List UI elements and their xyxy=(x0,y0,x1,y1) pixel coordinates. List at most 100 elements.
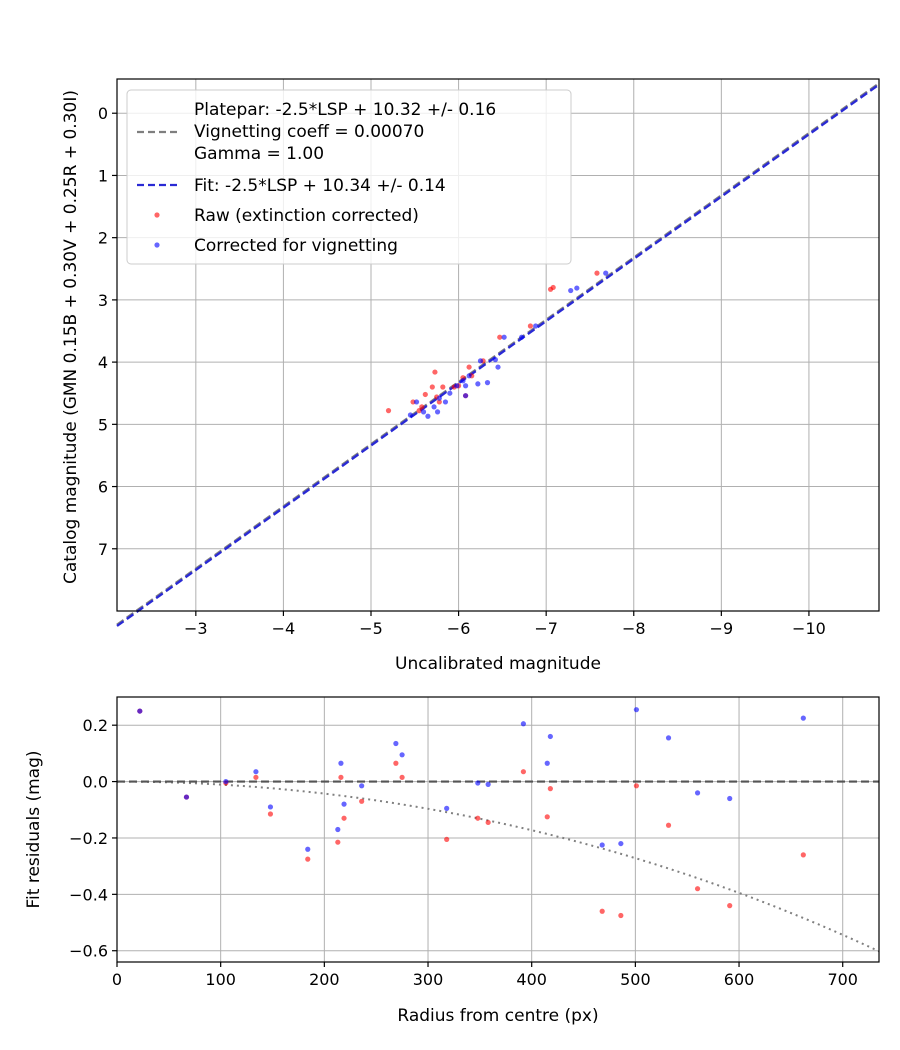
top-raw-point xyxy=(429,384,435,390)
bottom-raw-point xyxy=(393,760,399,766)
bottom-corrected-point xyxy=(544,760,550,766)
top-corrected-point xyxy=(462,383,469,389)
legend-gamma-text: Gamma = 1.00 xyxy=(194,144,324,164)
bottom-raw-point xyxy=(544,814,550,820)
bottom-corrected-point xyxy=(618,840,624,847)
residuals-plot: 0 100 200 300 400 500 600 700 0.2 0.0 −0.2 −0.4 −0.6… xyxy=(24,696,880,1026)
bottom-x-tick-label: 500 xyxy=(620,970,651,989)
top-corrected-point xyxy=(413,399,420,405)
bottom-vignetting-curve xyxy=(116,780,880,953)
top-corrected-point xyxy=(484,380,491,386)
top-x-tick-label: −6 xyxy=(447,619,471,638)
bottom-raw-point xyxy=(485,819,491,826)
top-corrected-point xyxy=(477,358,484,364)
bottom-corrected-point xyxy=(359,783,365,789)
bottom-raw-point xyxy=(305,856,311,862)
top-corrected-point xyxy=(434,409,441,415)
top-y-tick-label: 3 xyxy=(98,291,108,310)
bottom-corrected-point xyxy=(694,790,701,796)
bottom-raw-point xyxy=(444,836,450,842)
top-corrected-point xyxy=(466,373,472,379)
bottom-raw-point xyxy=(399,774,405,780)
top-corrected-point xyxy=(492,357,498,363)
top-y-tick-label: 2 xyxy=(98,229,108,248)
top-corrected-point xyxy=(603,270,609,276)
top-corrected-point xyxy=(442,399,449,405)
bottom-raw-point xyxy=(475,815,481,821)
bottom-raw-point xyxy=(520,769,527,775)
top-corrected-point xyxy=(568,287,574,294)
top-y-tick-label: 4 xyxy=(98,353,108,372)
top-corrected-point xyxy=(460,378,466,384)
top-axes-frame xyxy=(116,78,880,612)
top-x-tick-label: −5 xyxy=(359,619,383,638)
bottom-raw-point xyxy=(267,811,274,817)
bottom-raw-point xyxy=(335,839,341,845)
top-raw-point xyxy=(436,399,442,405)
top-raw-point xyxy=(594,270,600,276)
top-corrected-point xyxy=(425,413,431,419)
bottom-raw-point xyxy=(800,852,806,858)
bottom-raw-point xyxy=(618,912,624,919)
bottom-corrected-point xyxy=(253,769,259,775)
bottom-corrected-point xyxy=(399,752,405,758)
bottom-x-tick-label: 700 xyxy=(827,970,858,989)
bottom-y-tick-label: −0.4 xyxy=(69,885,108,904)
top-x-tick-label: −10 xyxy=(792,619,826,638)
bottom-raw-point xyxy=(547,786,553,792)
bottom-corrected-point xyxy=(485,781,491,787)
bottom-corrected-point xyxy=(475,780,481,786)
bottom-corrected-point xyxy=(137,708,143,714)
top-corrected-point xyxy=(533,323,539,329)
bottom-raw-point xyxy=(727,903,733,909)
bottom-y-tick-label: −0.6 xyxy=(69,942,108,961)
top-corrected-point xyxy=(462,393,469,399)
top-corrected-point xyxy=(574,285,580,291)
top-y-tick-label: 5 xyxy=(98,415,108,434)
bottom-x-tick-label: 400 xyxy=(516,970,547,989)
top-raw-point xyxy=(440,384,446,390)
bottom-corrected-point xyxy=(727,795,733,802)
bottom-y-tick-label: 0.0 xyxy=(83,773,108,792)
top-corrected-point xyxy=(431,404,437,410)
top-y-tick-label: 1 xyxy=(98,166,108,185)
bottom-corrected-point xyxy=(335,826,341,833)
top-corrected-point xyxy=(407,412,414,418)
bottom-grid xyxy=(116,697,879,962)
bottom-corrected-point xyxy=(223,778,229,785)
legend-vignetting-text: Vignetting coeff = 0.00070 xyxy=(194,122,424,142)
bottom-y-axis-label: Fit residuals (mag) xyxy=(24,751,44,909)
bottom-scatter-points xyxy=(137,707,806,919)
bottom-x-tick-label: 300 xyxy=(413,970,444,989)
bottom-corrected-point xyxy=(393,740,399,747)
top-corrected-point xyxy=(495,364,501,370)
top-y-tick-label: 6 xyxy=(98,478,108,497)
bottom-raw-point xyxy=(341,815,347,821)
top-x-tick-label: −9 xyxy=(710,619,734,638)
top-x-axis-label: Uncalibrated magnitude xyxy=(395,654,601,674)
bottom-corrected-point xyxy=(444,805,450,811)
top-raw-point xyxy=(550,284,556,291)
top-raw-point xyxy=(385,408,392,414)
top-raw-point xyxy=(466,364,472,370)
top-scatter-points xyxy=(385,270,609,419)
top-x-tick-label: −8 xyxy=(622,619,646,638)
top-y-tick-label: 7 xyxy=(98,540,108,559)
bottom-corrected-point xyxy=(341,801,347,807)
bottom-raw-point xyxy=(599,908,605,914)
top-raw-point xyxy=(497,334,503,340)
top-x-tick-label: −4 xyxy=(272,619,296,638)
top-raw-point xyxy=(527,323,534,329)
bottom-corrected-point xyxy=(338,760,344,766)
bottom-corrected-point xyxy=(599,842,605,848)
top-corrected-point xyxy=(475,381,481,387)
bottom-corrected-point xyxy=(665,735,672,741)
bottom-corrected-point xyxy=(633,707,640,713)
legend-raw-marker xyxy=(154,212,160,218)
bottom-reference-lines xyxy=(116,780,880,953)
bottom-raw-point xyxy=(694,886,701,892)
bottom-axes-frame xyxy=(116,696,880,963)
bottom-raw-point xyxy=(359,798,365,804)
legend-platepar-text: Platepar: -2.5*LSP + 10.32 +/- 0.16 xyxy=(194,100,496,120)
bottom-corrected-point xyxy=(183,794,190,800)
